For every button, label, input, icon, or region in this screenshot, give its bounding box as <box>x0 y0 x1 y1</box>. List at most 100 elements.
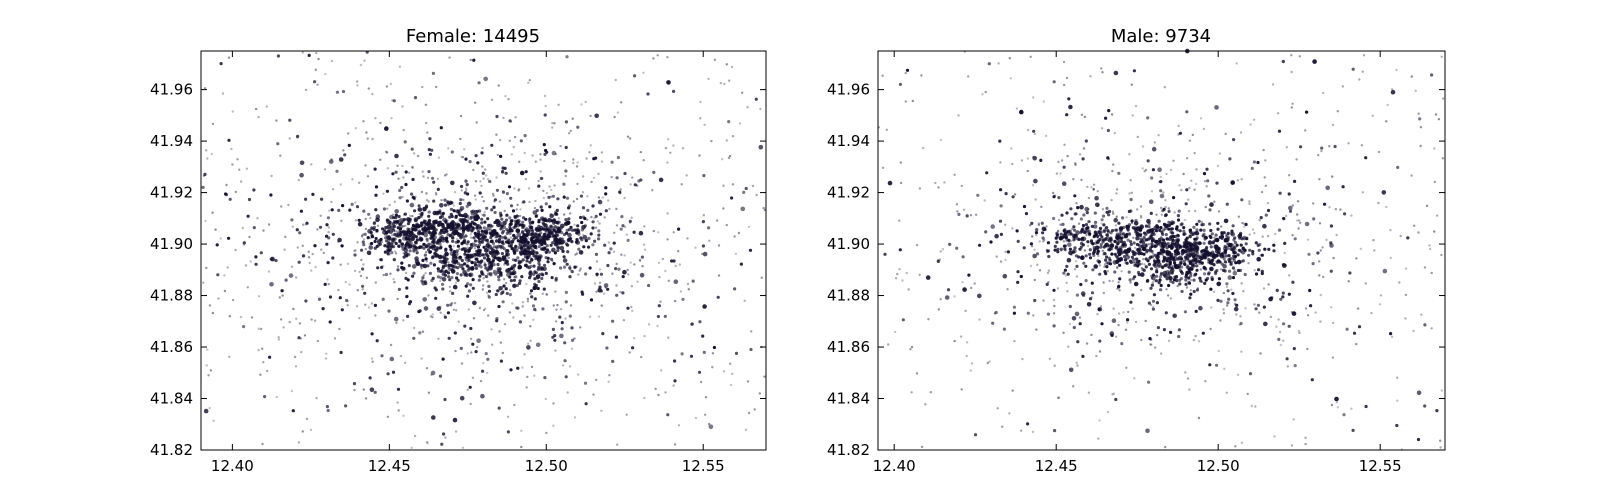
data-point <box>595 260 599 263</box>
data-point <box>1148 199 1154 204</box>
data-point <box>1185 253 1189 257</box>
data-point <box>388 240 391 243</box>
data-point <box>244 264 248 267</box>
data-point <box>1090 186 1093 189</box>
data-point <box>358 317 361 320</box>
data-point <box>1262 305 1266 309</box>
data-point <box>296 246 299 249</box>
data-point <box>1038 240 1041 243</box>
data-point <box>1207 258 1211 262</box>
data-point <box>1187 198 1190 201</box>
data-point <box>905 68 910 72</box>
y-tick-label: 41.96 <box>827 81 870 99</box>
data-point <box>1154 244 1158 248</box>
data-point <box>1197 340 1201 343</box>
data-point <box>559 333 564 339</box>
data-point <box>444 269 448 273</box>
data-point <box>1319 293 1323 297</box>
data-point <box>434 248 439 252</box>
data-point <box>225 183 228 187</box>
data-point <box>730 65 734 69</box>
data-point <box>458 247 461 251</box>
data-point <box>1194 272 1198 276</box>
data-point <box>1278 191 1282 195</box>
data-point <box>1170 243 1174 247</box>
data-point <box>421 258 425 262</box>
data-point <box>1184 371 1187 374</box>
data-point <box>1330 403 1334 407</box>
data-point <box>1120 232 1124 236</box>
data-point <box>494 292 498 297</box>
data-point <box>447 147 450 150</box>
data-point <box>1177 328 1181 332</box>
data-point <box>595 378 598 382</box>
data-point <box>1147 221 1151 225</box>
data-point <box>1075 293 1079 297</box>
data-point <box>1212 263 1216 267</box>
data-point <box>1073 194 1077 198</box>
data-point <box>358 270 361 274</box>
data-point <box>1195 268 1199 272</box>
data-point <box>669 151 672 154</box>
data-point <box>590 215 593 219</box>
data-point <box>681 297 685 301</box>
y-tick-label: 41.82 <box>827 441 870 459</box>
data-point <box>543 113 547 117</box>
data-point <box>657 304 661 308</box>
data-point <box>498 200 502 203</box>
data-point <box>248 235 251 239</box>
data-point <box>1241 221 1244 225</box>
data-point <box>362 388 365 391</box>
data-point <box>1078 238 1082 241</box>
x-tick-label: 12.45 <box>1035 457 1078 475</box>
data-point <box>282 326 285 329</box>
x-tick-label: 12.50 <box>1197 457 1240 475</box>
data-point <box>1240 237 1244 241</box>
data-point <box>1247 253 1251 257</box>
data-point <box>1159 226 1163 230</box>
data-point <box>1118 263 1122 267</box>
data-point <box>1230 231 1234 235</box>
data-point <box>664 269 667 273</box>
data-point <box>442 432 446 436</box>
data-point <box>677 227 681 231</box>
data-point <box>741 91 744 95</box>
data-point <box>396 297 399 301</box>
data-point <box>397 244 401 248</box>
data-point <box>429 242 433 245</box>
data-point <box>354 219 358 222</box>
data-point <box>1240 250 1246 255</box>
data-point <box>1430 73 1434 77</box>
data-point <box>1335 401 1339 404</box>
data-point <box>545 293 548 296</box>
data-point <box>1104 258 1108 262</box>
data-point <box>469 283 473 287</box>
data-point <box>500 252 504 256</box>
data-point <box>442 230 446 235</box>
data-point <box>370 233 374 238</box>
data-point <box>673 279 679 285</box>
data-point <box>490 208 494 212</box>
data-point <box>510 266 514 270</box>
data-point <box>1219 299 1223 303</box>
data-point <box>559 245 565 251</box>
data-point <box>523 314 526 317</box>
data-point <box>364 164 367 167</box>
data-point <box>1072 178 1075 181</box>
data-point <box>615 176 619 180</box>
data-point <box>1102 291 1106 295</box>
data-point <box>516 203 519 207</box>
data-point <box>1191 133 1195 137</box>
data-point <box>301 254 306 258</box>
data-point <box>1076 364 1079 367</box>
data-point <box>1065 76 1069 80</box>
data-point <box>223 274 226 277</box>
data-point <box>566 250 570 254</box>
data-point <box>518 160 521 163</box>
data-point <box>1275 325 1278 328</box>
data-point <box>521 366 524 369</box>
data-point <box>1385 205 1388 209</box>
data-point <box>298 231 302 235</box>
data-point <box>443 198 447 202</box>
data-point <box>1216 298 1220 302</box>
